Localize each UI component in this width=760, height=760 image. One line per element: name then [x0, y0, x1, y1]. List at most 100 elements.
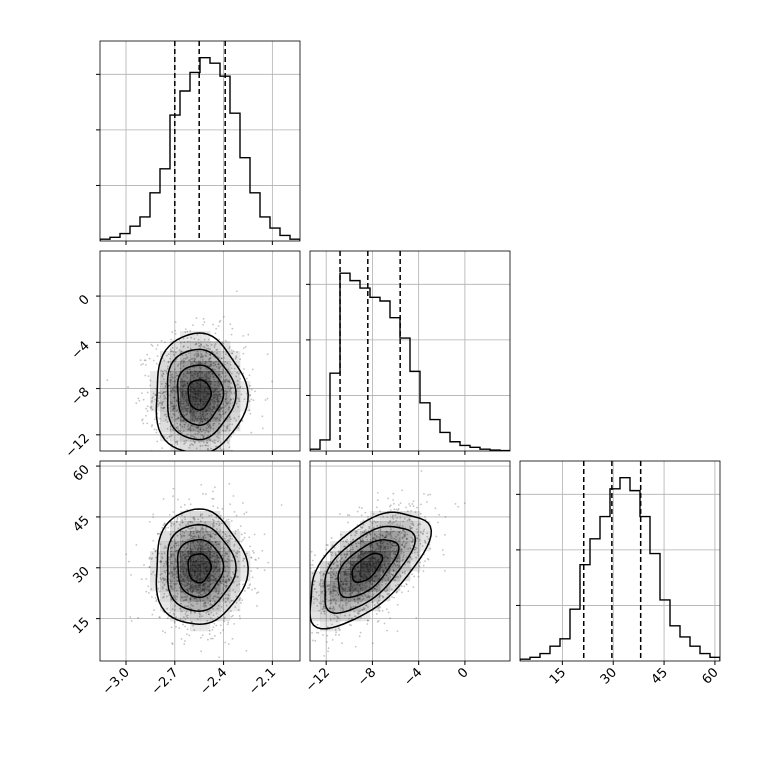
- scatter-point: [205, 463, 207, 465]
- scatter-point: [220, 448, 223, 451]
- density-block: [310, 591, 321, 602]
- density-block: [190, 431, 201, 442]
- scatter-point: [163, 397, 166, 400]
- scatter-point: [374, 521, 377, 524]
- scatter-point: [226, 380, 229, 383]
- scatter-point: [321, 582, 324, 585]
- scatter-point: [170, 546, 173, 549]
- scatter-point: [186, 589, 189, 592]
- scatter-point: [361, 531, 364, 534]
- scatter-point: [388, 533, 391, 536]
- scatter-point: [365, 533, 368, 536]
- scatter-point: [195, 361, 198, 364]
- scatter-point: [322, 573, 325, 575]
- scatter-point: [397, 576, 400, 578]
- scatter-point: [254, 587, 256, 590]
- scatter-point: [402, 536, 404, 539]
- scatter-point: [397, 554, 400, 556]
- scatter-point: [236, 397, 239, 399]
- scatter-point: [195, 461, 197, 463]
- scatter-point: [176, 517, 179, 520]
- scatter-point: [227, 579, 230, 582]
- scatter-point: [188, 368, 191, 371]
- axis-ticks-0-0: [125, 241, 273, 245]
- scatter-point: [257, 557, 260, 560]
- scatter-point: [171, 587, 173, 590]
- scatter-point: [327, 584, 330, 587]
- scatter-point: [385, 535, 388, 537]
- scatter-point: [334, 552, 337, 554]
- scatter-point: [394, 563, 397, 566]
- scatter-point: [168, 558, 171, 561]
- scatter-point: [185, 413, 188, 416]
- scatter-point: [186, 539, 189, 541]
- scatter-point: [174, 368, 176, 371]
- scatter-point: [159, 560, 161, 563]
- scatter-point: [183, 359, 185, 362]
- scatter-point: [389, 504, 392, 507]
- scatter-point: [173, 586, 176, 589]
- scatter-point: [210, 546, 212, 549]
- scatter-point: [406, 519, 409, 522]
- scatter-point: [150, 405, 153, 408]
- scatter-point: [193, 535, 196, 538]
- scatter-point: [321, 578, 323, 581]
- scatter-point: [330, 591, 333, 593]
- scatter-point: [333, 585, 336, 588]
- scatter-point: [212, 323, 214, 326]
- scatter-point: [357, 591, 360, 594]
- scatter-point: [167, 353, 170, 356]
- scatter-point: [315, 631, 318, 634]
- scatter-point: [215, 523, 218, 525]
- scatter-point: [323, 605, 325, 608]
- scatter-point: [174, 407, 176, 410]
- scatter-point: [290, 584, 292, 586]
- scatter-point: [152, 548, 155, 550]
- scatter-point: [379, 534, 382, 537]
- scatter-point: [393, 547, 396, 550]
- density-block: [170, 391, 181, 402]
- scatter-point: [146, 353, 149, 356]
- scatter-point: [183, 532, 186, 534]
- scatter-point: [240, 540, 243, 543]
- scatter-point: [404, 533, 406, 536]
- density-block: [330, 591, 341, 602]
- scatter-point: [159, 543, 162, 546]
- scatter-point: [346, 550, 349, 553]
- scatter-point: [193, 357, 196, 360]
- scatter-point: [177, 429, 180, 432]
- scatter-point: [424, 541, 427, 543]
- scatter-point: [158, 457, 160, 459]
- scatter-point: [337, 556, 339, 559]
- scatter-point: [441, 549, 444, 551]
- scatter-point: [209, 424, 212, 427]
- scatter-point: [227, 518, 230, 521]
- scatter-point: [194, 343, 197, 346]
- scatter-point: [354, 600, 356, 603]
- scatter-point: [293, 646, 295, 648]
- scatter-point: [240, 602, 242, 604]
- scatter-point: [341, 599, 344, 602]
- scatter-point: [165, 413, 167, 416]
- density-block: [170, 531, 181, 542]
- scatter-point: [322, 586, 325, 589]
- scatter-point: [175, 374, 178, 377]
- scatter-point: [196, 432, 199, 435]
- scatter-point: [209, 427, 212, 430]
- scatter-point: [212, 422, 215, 425]
- scatter-point: [184, 331, 187, 333]
- scatter-point: [331, 610, 334, 612]
- scatter-point: [187, 591, 190, 594]
- scatter-point: [180, 506, 182, 508]
- scatter-point: [180, 432, 183, 434]
- scatter-point: [202, 317, 205, 320]
- scatter-point: [357, 557, 360, 559]
- scatter-point: [235, 290, 238, 293]
- scatter-point: [242, 557, 245, 560]
- scatter-point: [342, 540, 345, 543]
- scatter-point: [366, 623, 369, 625]
- scatter-point: [177, 544, 180, 547]
- scatter-point: [423, 539, 426, 542]
- scatter-point: [188, 607, 191, 609]
- scatter-point: [408, 518, 411, 521]
